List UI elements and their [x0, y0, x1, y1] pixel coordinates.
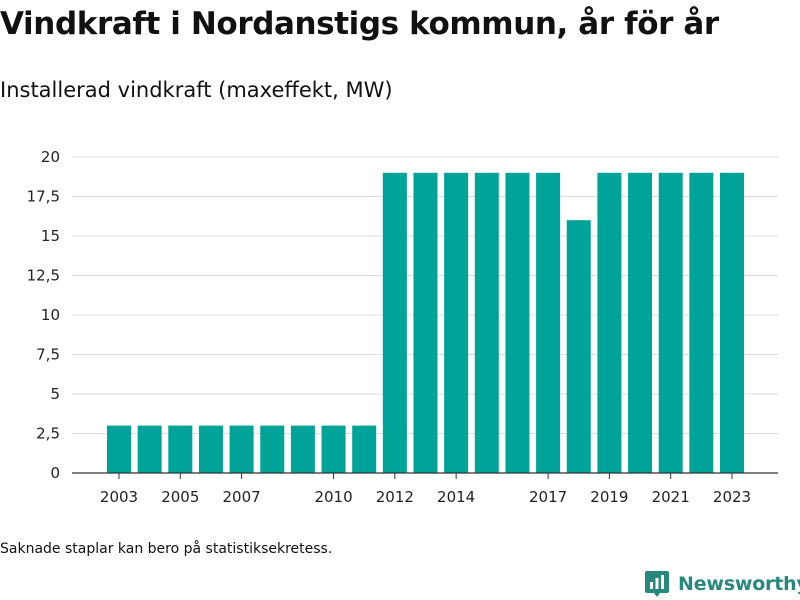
- bar: [444, 172, 469, 474]
- bar: [628, 172, 653, 474]
- brand-name: Newsworthy: [678, 573, 800, 595]
- bar: [290, 425, 315, 473]
- y-tick-label: 12,5: [27, 267, 60, 285]
- bar: [505, 172, 530, 474]
- x-tick-label: 2021: [652, 488, 690, 506]
- x-tick-label: 2005: [161, 488, 199, 506]
- bar: [321, 425, 346, 473]
- y-tick-label: 0: [50, 464, 60, 482]
- bar: [413, 172, 438, 474]
- y-tick-label: 7,5: [36, 346, 60, 364]
- x-tick-label: 2017: [529, 488, 567, 506]
- x-tick-label: 2007: [223, 488, 261, 506]
- bar: [720, 172, 744, 474]
- bar-chart-pin-icon: [645, 571, 669, 597]
- x-tick-label: 2012: [376, 488, 414, 506]
- bar: [260, 425, 285, 473]
- bar: [352, 425, 377, 473]
- x-tick-label: 2014: [437, 488, 475, 506]
- y-tick-label: 10: [41, 306, 60, 324]
- x-tick-label: 2010: [314, 488, 352, 506]
- bar: [658, 172, 683, 474]
- bar: [168, 425, 193, 473]
- bar: [597, 172, 622, 474]
- bar: [137, 425, 162, 473]
- bar: [689, 172, 714, 474]
- y-tick-label: 15: [41, 227, 60, 245]
- bar: [566, 220, 591, 473]
- y-tick-label: 5: [50, 385, 60, 403]
- bar: [107, 425, 131, 473]
- brand-logo[interactable]: Newsworthy: [644, 569, 800, 599]
- x-tick-label: 2003: [100, 488, 138, 506]
- bar: [382, 172, 407, 474]
- bar: [229, 425, 254, 473]
- y-tick-label: 17,5: [27, 188, 60, 206]
- x-tick-label: 2023: [713, 488, 751, 506]
- bar: [474, 172, 499, 474]
- chart-subtitle: Installerad vindkraft (maxeffekt, MW): [0, 78, 393, 102]
- y-tick-label: 2,5: [36, 425, 60, 443]
- bar: [536, 172, 561, 474]
- x-tick-label: 2019: [590, 488, 628, 506]
- y-tick-label: 20: [41, 148, 60, 166]
- chart-title: Vindkraft i Nordanstigs kommun, år för å…: [0, 6, 719, 42]
- bar: [198, 425, 223, 473]
- footnote: Saknade staplar kan bero på statistiksek…: [0, 541, 333, 557]
